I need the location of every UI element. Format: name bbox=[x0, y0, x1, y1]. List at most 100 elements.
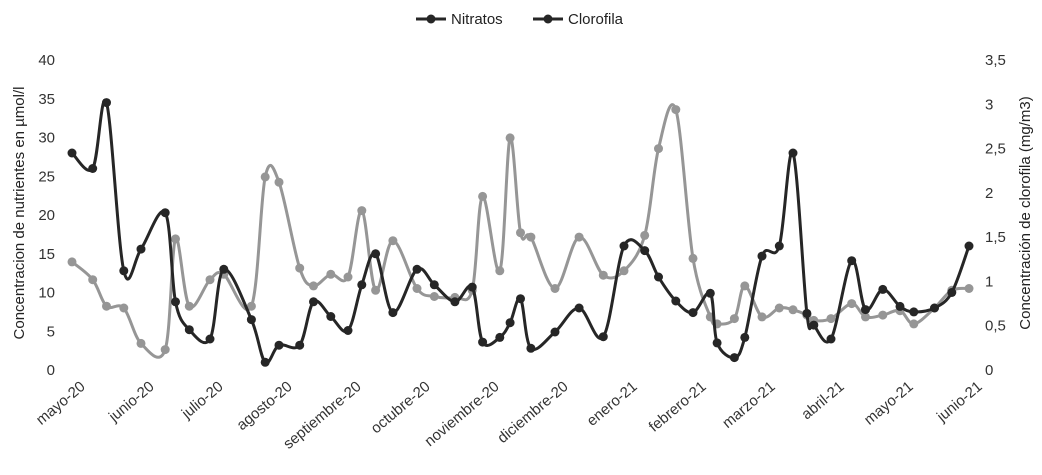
data-point-nitratos bbox=[171, 297, 180, 307]
data-point-nitratos bbox=[326, 312, 336, 321]
data-point-clorofila bbox=[309, 281, 318, 291]
data-point-clorofila bbox=[88, 275, 98, 285]
data-point-clorofila bbox=[964, 284, 974, 293]
data-point-nitratos bbox=[67, 148, 77, 158]
data-point-nitratos bbox=[450, 297, 460, 307]
y-left-tick-label: 35 bbox=[38, 91, 55, 108]
data-point-nitratos bbox=[388, 308, 398, 318]
data-point-nitratos bbox=[495, 332, 505, 342]
data-point-nitratos bbox=[295, 340, 305, 350]
data-point-clorofila bbox=[478, 191, 488, 201]
data-point-nitratos bbox=[429, 280, 439, 290]
data-point-nitratos bbox=[671, 296, 681, 306]
data-point-nitratos bbox=[598, 332, 608, 342]
data-point-nitratos bbox=[774, 241, 784, 251]
data-point-clorofila bbox=[909, 319, 919, 329]
legend-marker-nitratos bbox=[426, 14, 436, 24]
data-point-nitratos bbox=[550, 327, 560, 337]
y-left-axis-title: Concentracion de nutrientes en µmol/l bbox=[11, 87, 28, 340]
y-left-tick-label: 0 bbox=[47, 362, 55, 379]
data-point-clorofila bbox=[729, 314, 739, 324]
data-point-clorofila bbox=[171, 234, 180, 244]
data-point-clorofila bbox=[516, 228, 525, 238]
x-tick-label: marzo-21 bbox=[719, 378, 778, 432]
data-point-clorofila bbox=[550, 284, 560, 293]
data-point-clorofila bbox=[788, 305, 798, 315]
series-layer bbox=[67, 98, 974, 367]
data-point-nitratos bbox=[574, 303, 584, 313]
data-point-clorofila bbox=[619, 266, 629, 276]
data-point-clorofila bbox=[526, 232, 536, 242]
y-right-axis-title: Concentración de clorofila (mg/m3) bbox=[1017, 96, 1034, 329]
data-point-nitratos bbox=[119, 266, 129, 276]
data-point-clorofila bbox=[574, 232, 584, 242]
x-tick-label: mayo-20 bbox=[33, 378, 89, 429]
data-point-nitratos bbox=[809, 320, 819, 330]
data-point-clorofila bbox=[598, 270, 608, 280]
data-point-nitratos bbox=[861, 305, 870, 315]
data-point-clorofila bbox=[184, 301, 194, 311]
y-right-ticks: 0 0,5 1 1,5 2 2,5 3 3,5 bbox=[985, 52, 1006, 379]
data-point-clorofila bbox=[67, 257, 77, 267]
data-point-clorofila bbox=[688, 253, 698, 263]
y-left-tick-label: 25 bbox=[38, 168, 55, 185]
data-point-clorofila bbox=[388, 236, 398, 246]
data-point-nitratos bbox=[947, 288, 957, 297]
data-point-nitratos bbox=[847, 256, 857, 266]
data-point-clorofila bbox=[102, 301, 111, 311]
y-left-tick-label: 20 bbox=[38, 207, 55, 224]
data-point-nitratos bbox=[205, 334, 215, 344]
y-left-tick-label: 10 bbox=[38, 285, 55, 302]
y-right-tick-label: 2,5 bbox=[985, 141, 1006, 158]
data-point-nitratos bbox=[88, 164, 98, 173]
x-tick-label: junio-21 bbox=[933, 378, 986, 426]
data-point-nitratos bbox=[802, 308, 812, 318]
data-point-nitratos bbox=[757, 251, 767, 261]
data-point-clorofila bbox=[640, 230, 650, 240]
data-point-nitratos bbox=[184, 325, 194, 335]
x-tick-label: diciembre-20 bbox=[494, 378, 571, 447]
y-left-tick-label: 15 bbox=[38, 246, 55, 263]
data-point-clorofila bbox=[847, 299, 857, 309]
data-point-nitratos bbox=[654, 272, 663, 282]
x-tick-label: julio-20 bbox=[178, 378, 227, 423]
data-point-nitratos bbox=[930, 303, 939, 313]
x-tick-label: mayo-21 bbox=[861, 378, 917, 429]
data-point-nitratos bbox=[371, 249, 381, 259]
data-point-clorofila bbox=[160, 345, 170, 355]
data-point-clorofila bbox=[878, 310, 888, 320]
data-point-nitratos bbox=[343, 326, 353, 335]
data-point-nitratos bbox=[309, 297, 318, 307]
data-point-clorofila bbox=[119, 303, 129, 313]
data-point-clorofila bbox=[260, 172, 270, 182]
y-right-tick-label: 3 bbox=[985, 96, 993, 113]
data-point-nitratos bbox=[160, 208, 170, 218]
data-point-clorofila bbox=[274, 177, 284, 187]
data-point-clorofila bbox=[295, 263, 305, 273]
x-tick-label: agosto-20 bbox=[234, 378, 296, 434]
data-point-nitratos bbox=[712, 338, 722, 348]
x-ticks: mayo-20 junio-20 julio-20 agosto-20septiemb… bbox=[33, 378, 986, 453]
legend-label-nitratos: Nitratos bbox=[451, 11, 503, 28]
data-point-clorofila bbox=[136, 338, 146, 348]
legend: Nitratos Clorofila bbox=[416, 11, 624, 28]
data-point-clorofila bbox=[357, 206, 367, 216]
data-point-nitratos bbox=[516, 294, 525, 304]
y-right-tick-label: 3,5 bbox=[985, 52, 1006, 69]
data-point-clorofila bbox=[757, 312, 767, 322]
data-point-clorofila bbox=[326, 269, 336, 279]
y-right-tick-label: 0,5 bbox=[985, 318, 1006, 335]
x-tick-label: enero-21 bbox=[584, 378, 641, 430]
data-point-nitratos bbox=[274, 340, 284, 350]
x-tick-label: febrero-21 bbox=[646, 378, 710, 436]
legend-marker-clorofila bbox=[543, 14, 553, 24]
data-point-clorofila bbox=[654, 144, 663, 154]
data-point-nitratos bbox=[260, 357, 270, 367]
data-point-nitratos bbox=[619, 241, 629, 251]
data-point-nitratos bbox=[895, 301, 905, 311]
data-point-nitratos bbox=[688, 308, 698, 318]
y-left-tick-label: 5 bbox=[47, 323, 55, 340]
data-point-clorofila bbox=[412, 284, 422, 293]
data-point-clorofila bbox=[505, 133, 515, 143]
